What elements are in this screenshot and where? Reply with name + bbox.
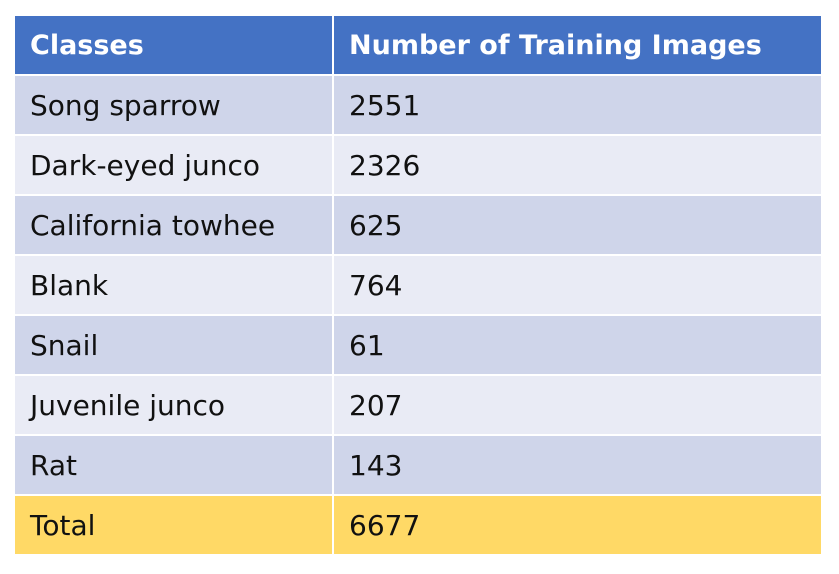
table-row: Juvenile junco 207 bbox=[13, 374, 823, 436]
count-cell: 625 bbox=[332, 194, 823, 256]
class-cell: Blank bbox=[13, 254, 334, 316]
class-cell: Rat bbox=[13, 434, 334, 496]
header-number-of-training-images: Number of Training Images bbox=[332, 14, 823, 76]
header-classes: Classes bbox=[13, 14, 334, 76]
class-cell: Snail bbox=[13, 314, 334, 376]
count-cell: 2551 bbox=[332, 74, 823, 136]
count-cell: 207 bbox=[332, 374, 823, 436]
training-images-table-container: Classes Number of Training Images Song s… bbox=[13, 14, 823, 556]
class-cell: California towhee bbox=[13, 194, 334, 256]
total-label-cell: Total bbox=[13, 494, 334, 556]
table-row: Snail 61 bbox=[13, 314, 823, 376]
total-row: Total 6677 bbox=[13, 494, 823, 556]
count-cell: 61 bbox=[332, 314, 823, 376]
training-images-table: Classes Number of Training Images Song s… bbox=[13, 14, 823, 556]
table-row: California towhee 625 bbox=[13, 194, 823, 256]
table-row: Blank 764 bbox=[13, 254, 823, 316]
count-cell: 2326 bbox=[332, 134, 823, 196]
total-count-cell: 6677 bbox=[332, 494, 823, 556]
table-row: Song sparrow 2551 bbox=[13, 74, 823, 136]
header-row: Classes Number of Training Images bbox=[13, 14, 823, 76]
table-row: Rat 143 bbox=[13, 434, 823, 496]
class-cell: Juvenile junco bbox=[13, 374, 334, 436]
count-cell: 143 bbox=[332, 434, 823, 496]
count-cell: 764 bbox=[332, 254, 823, 316]
class-cell: Dark-eyed junco bbox=[13, 134, 334, 196]
class-cell: Song sparrow bbox=[13, 74, 334, 136]
table-row: Dark-eyed junco 2326 bbox=[13, 134, 823, 196]
